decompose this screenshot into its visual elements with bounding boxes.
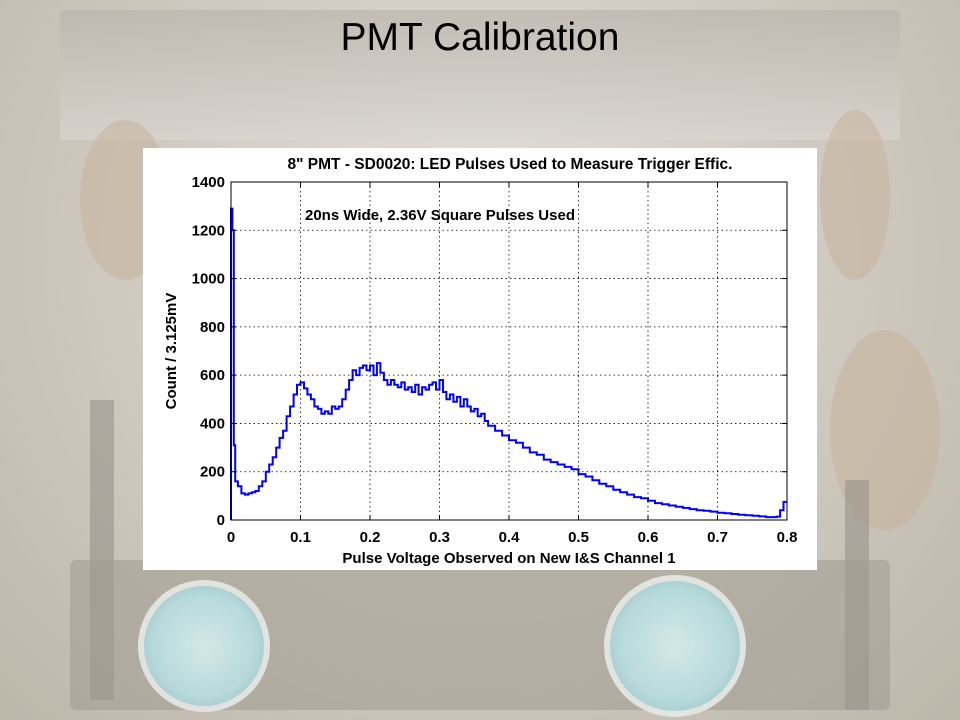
background-person [820,110,890,280]
series-layer [230,207,787,520]
x-tick-label: 0.5 [568,529,589,546]
y-tick-label: 1200 [192,222,225,239]
axis-ticks: 0 0.1 0.2 0.3 0.4 0.5 0.6 0.7 0.8 0 200 400 600 800 10… [192,174,798,546]
x-tick-label: 0 [227,529,235,546]
x-tick-label: 0.3 [429,529,450,546]
y-tick-label: 1000 [192,271,225,288]
y-tick-label: 600 [200,367,225,384]
x-tick-label: 0.2 [360,529,381,546]
y-tick-label: 400 [200,415,225,432]
x-tick-label: 0.4 [499,529,521,546]
x-tick-label: 0.8 [777,529,798,546]
x-tick-label: 0.7 [707,529,728,546]
y-tick-label: 200 [200,464,225,481]
x-tick-label: 0.1 [290,529,311,546]
pmt-window-right [604,575,746,717]
x-axis-label: Pulse Voltage Observed on New I&S Channe… [342,550,675,567]
chart-title: 8" PMT - SD0020: LED Pulses Used to Meas… [288,156,733,173]
histogram-step-line [230,207,787,520]
y-axis-label: Count / 3.125mV [163,293,180,410]
chart-annotation: 20ns Wide, 2.36V Square Pulses Used [305,207,575,224]
y-tick-label: 1400 [192,174,225,191]
slide-title: PMT Calibration [340,16,620,59]
y-tick-label: 800 [200,319,225,336]
y-tick-label: 0 [217,512,225,529]
background-enclosure-lid [60,10,900,140]
pmt-window-left [138,580,270,712]
x-tick-label: 0.6 [638,529,659,546]
chart-background [143,148,817,570]
